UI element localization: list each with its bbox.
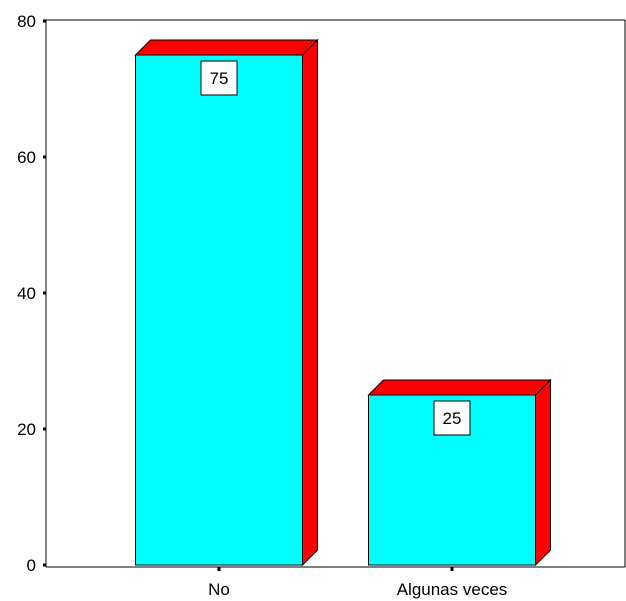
y-tick-label: 40: [17, 284, 36, 303]
x-tick-label: No: [208, 580, 230, 599]
bar-side-face: [535, 378, 551, 567]
y-tick-label: 0: [27, 556, 36, 575]
data-label: 25: [443, 409, 462, 428]
plot-frame: [46, 19, 626, 567]
bar-top-face: [367, 379, 552, 396]
data-label-box: [433, 400, 471, 436]
y-tick-label: 20: [17, 420, 36, 439]
bar-1: 75: [134, 38, 319, 567]
data-label: 75: [210, 69, 229, 88]
bar-front-face: [135, 54, 303, 566]
bar-side-face: [302, 38, 318, 567]
y-axis: 0 20 40 60 80: [17, 12, 47, 575]
bar-2: 25: [367, 378, 552, 567]
x-axis: No Algunas veces: [46, 566, 625, 599]
bar-top-face: [134, 39, 319, 56]
y-tick-label: 80: [17, 12, 36, 31]
y-tick-label: 60: [17, 148, 36, 167]
x-tick-label: Algunas veces: [397, 580, 508, 599]
data-label-box: [200, 60, 238, 96]
bars: 75 25: [134, 38, 552, 567]
